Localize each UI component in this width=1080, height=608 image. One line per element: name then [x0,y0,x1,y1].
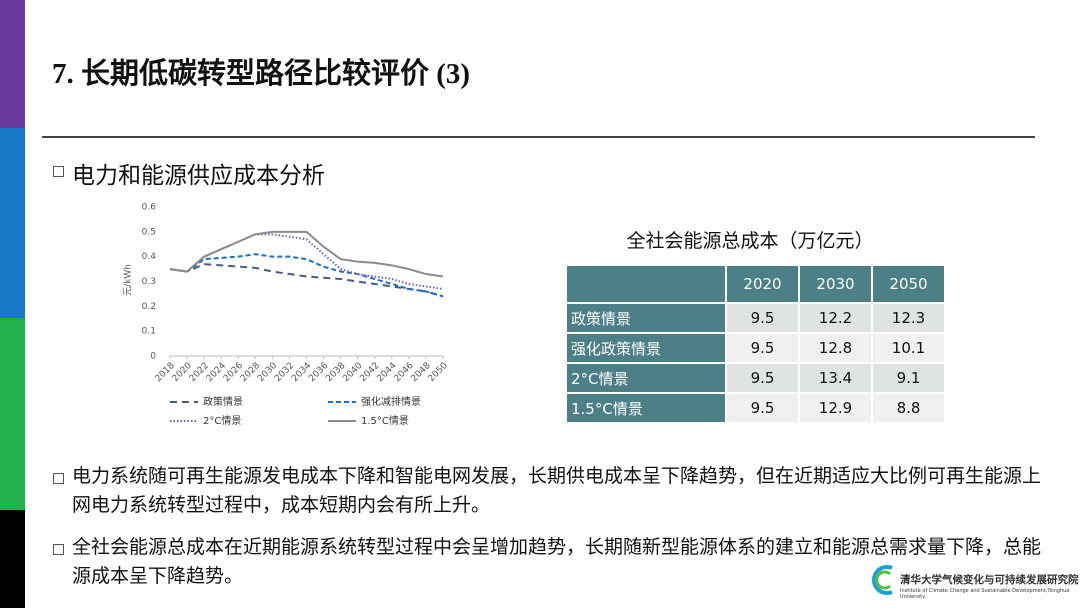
y-tick-label: 0.4 [142,252,157,262]
series-line [169,233,444,290]
series-line [169,263,444,298]
table-value: 9.1 [873,364,944,392]
y-tick-label: 0 [150,352,156,362]
y-tick-label: 0.2 [142,302,156,312]
color-bar [0,0,25,128]
series-line [169,230,444,278]
legend-label: 政策情景 [203,395,243,408]
color-bar [0,128,25,318]
y-tick-label: 0.6 [142,203,157,213]
table-value: 9.5 [727,394,798,422]
color-bar [0,510,25,608]
row-label: 政策情景 [567,304,725,332]
column-header: 2050 [873,266,944,302]
table-value: 12.2 [800,304,871,332]
bullet-icon [53,544,64,555]
bullet-icon [53,166,64,177]
table-value: 8.8 [873,394,944,422]
logo-icon [872,565,893,595]
corner-cell [567,266,725,302]
table-row: 1.5°C情景 9.5 12.9 8.8 [567,394,944,422]
series-line [169,253,444,298]
section-heading: 电力和能源供应成本分析 [72,163,325,189]
row-label: 2°C情景 [567,364,725,392]
table-value: 9.5 [727,364,798,392]
cost-table: 2020 2030 2050 政策情景 9.5 12.2 12.3 强化政策情景 9.5 12.8… [565,264,946,424]
chart: 元/kWh 00.10.20.30.40.50.6201820202022202… [124,203,451,428]
table-value: 12.3 [873,304,944,332]
table-value: 12.8 [800,334,871,362]
color-bar [0,318,25,510]
bullet-icon [53,473,64,484]
y-tick-label: 0.3 [142,277,156,287]
table-value: 9.5 [727,304,798,332]
table-value: 10.1 [873,334,944,362]
x-tick-label: 2050 [427,361,450,384]
divider [42,136,1035,138]
y-tick-label: 0.5 [142,227,156,237]
legend-label: 2°C情景 [203,414,241,427]
logo-english: Institute of Climate Change and Sustaina… [900,588,1070,600]
table-row: 2°C情景 9.5 13.4 9.1 [567,364,944,392]
header-row: 2020 2030 2050 [567,266,944,302]
table-value: 13.4 [800,364,871,392]
table-value: 9.5 [727,334,798,362]
bullet-text: 全社会能源总成本在近期能源系统转型过程中会呈增加趋势，长期随新型能源体系的建立和… [72,536,1042,587]
legend-label: 强化减排情景 [361,395,421,408]
row-label: 强化政策情景 [567,334,725,362]
table-row: 政策情景 9.5 12.2 12.3 [567,304,944,332]
column-header: 2020 [727,266,798,302]
bullet-text: 电力系统随可再生能源发电成本下降和智能电网发展，长期供电成本呈下降趋势，但在近期… [72,465,1042,516]
legend-label: 1.5°C情景 [361,414,409,427]
slide-title: 7. 长期低碳转型路径比较评价 (3) [52,58,471,90]
y-tick-label: 0.1 [142,327,156,337]
table-row: 强化政策情景 9.5 12.8 10.1 [567,334,944,362]
row-label: 1.5°C情景 [567,394,725,422]
logo-name: 清华大学气候变化与可持续发展研究院 [900,574,1079,586]
y-axis-label: 元/kWh [124,264,134,296]
table-value: 12.9 [800,394,871,422]
column-header: 2030 [800,266,871,302]
table-title: 全社会能源总成本（万亿元） [626,230,874,252]
